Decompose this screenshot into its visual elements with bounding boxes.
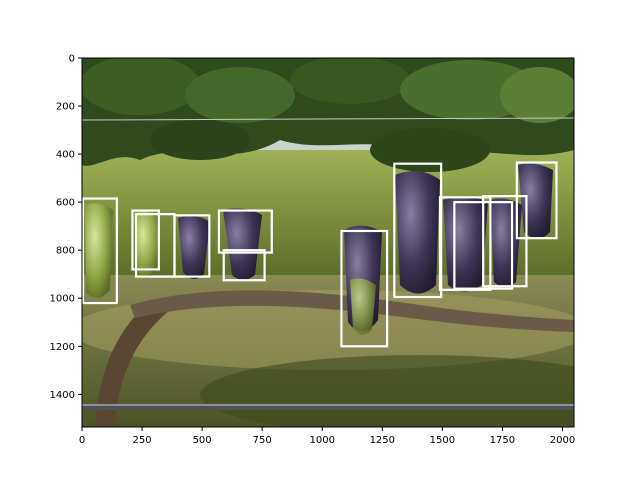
bounding-box-7	[340, 229, 389, 348]
y-axis: 0 200 400 600 800 1000 1200 1400	[50, 54, 82, 401]
vineyard-photo	[82, 58, 574, 427]
x-tick-label: 750	[253, 435, 272, 446]
bounding-box-6	[222, 249, 266, 282]
x-tick-label: 1000	[310, 435, 335, 446]
bounding-box-5	[217, 209, 273, 254]
x-tick-label: 2000	[550, 435, 575, 446]
y-tick-label: 600	[56, 198, 75, 209]
x-axis: 0 250 500 750 1000 1250 1500 1750 2000	[79, 427, 575, 446]
y-tick-label: 400	[56, 150, 75, 161]
x-tick-label: 1250	[370, 435, 395, 446]
x-tick-label: 250	[133, 435, 152, 446]
bounding-box-2	[131, 209, 160, 271]
y-tick-label: 800	[56, 246, 75, 257]
bounding-box-1	[81, 197, 118, 305]
y-tick-label: 1000	[50, 294, 75, 305]
x-tick-label: 500	[193, 435, 212, 446]
x-tick-label: 1750	[490, 435, 515, 446]
bounding-box-11	[482, 195, 528, 288]
y-tick-label: 1400	[50, 390, 75, 401]
x-tick-label: 0	[79, 435, 85, 446]
y-tick-label: 0	[69, 54, 75, 65]
x-tick-label: 1500	[430, 435, 455, 446]
axes-frame	[81, 57, 575, 428]
bounding-box-4	[173, 214, 211, 278]
y-tick-label: 1200	[50, 342, 75, 353]
bounding-box-12	[515, 161, 558, 240]
bounding-box-9	[438, 196, 492, 291]
bounding-boxes	[81, 161, 558, 348]
y-tick-label: 200	[56, 102, 75, 113]
bounding-box-8	[393, 162, 443, 299]
